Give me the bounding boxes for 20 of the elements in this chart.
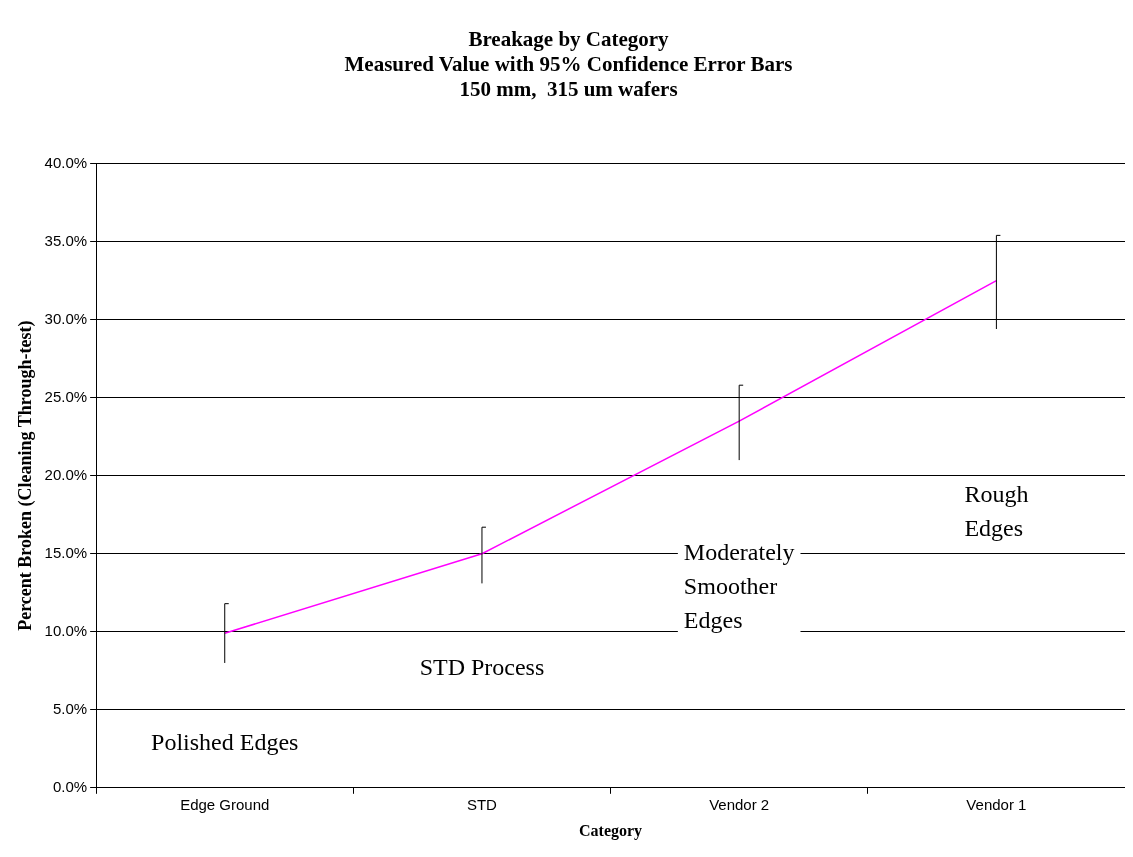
y-tick-label: 35.0% (44, 231, 88, 249)
y-tick-label: 20.0% (44, 465, 88, 483)
y-tick-label: 10.0% (44, 621, 88, 639)
annotation: Rough Edges (964, 481, 1029, 542)
annotation: Polished Edges (151, 729, 299, 756)
x-axis-title: Category (579, 821, 643, 840)
annotation: STD Process (419, 654, 545, 681)
chart-title: Breakage by Category Measured Value with 95% Confidence Error Bars 150 mm, 315 um wafers (344, 27, 793, 102)
x-tick-label: STD (466, 795, 498, 813)
x-tick-label: Edge Ground (180, 795, 270, 813)
y-tick-label: 5.0% (52, 699, 88, 717)
y-tick-label: 0.0% (52, 777, 88, 795)
y-tick-label: 25.0% (44, 387, 88, 405)
y-tick-label: 15.0% (44, 543, 88, 561)
x-tick-label: Vendor 2 (709, 795, 770, 813)
x-tick-label: Vendor 1 (966, 795, 1027, 813)
y-tick-label: 30.0% (44, 309, 88, 327)
y-axis-title: Percent Broken (Cleaning Through-test) (15, 320, 37, 631)
annotation: Moderately Smoother Edges (683, 539, 795, 634)
y-tick-label: 40.0% (44, 153, 88, 171)
